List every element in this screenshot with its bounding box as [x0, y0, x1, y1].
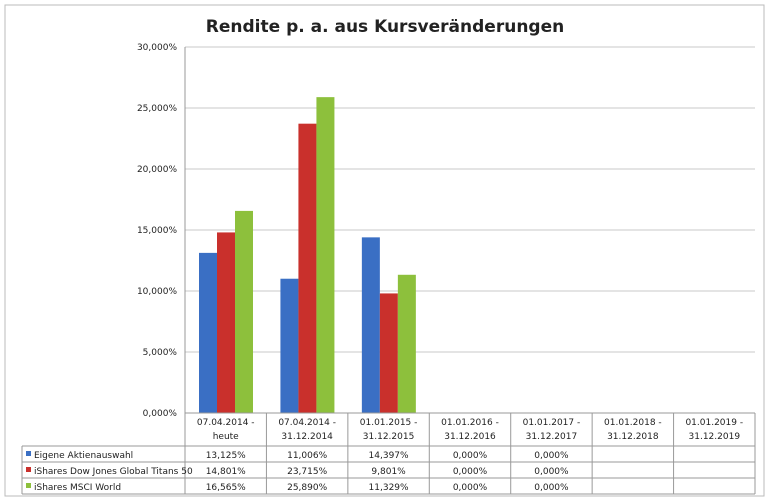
legend-label: Eigene Aktienauswahl [34, 451, 133, 461]
table-cell: 11,006% [287, 451, 327, 461]
legend-key [26, 483, 31, 488]
category-label: 31.12.2018 [607, 432, 659, 442]
y-tick-label: 15,000% [137, 226, 177, 236]
table-cell: 14,397% [369, 451, 409, 461]
category-label: 07.04.2014 - [278, 418, 336, 428]
category-label: 07.04.2014 - [197, 418, 255, 428]
table-cell: 14,801% [206, 467, 246, 477]
table-cell: 25,890% [287, 483, 327, 493]
table-cell: 0,000% [453, 467, 488, 477]
legend-key [26, 467, 31, 472]
bar [316, 97, 335, 413]
chart-border [4, 4, 765, 497]
table-cell: 11,329% [369, 483, 409, 493]
category-label: 31.12.2015 [363, 432, 415, 442]
category-label: 01.01.2016 - [441, 418, 499, 428]
bar [217, 232, 235, 413]
bar [199, 252, 217, 413]
y-tick-label: 0,000% [143, 409, 178, 419]
category-label: 01.01.2017 - [523, 418, 581, 428]
bar [397, 274, 416, 413]
table-cell: 23,715% [287, 467, 327, 477]
bar [379, 293, 398, 413]
y-tick-label: 20,000% [137, 165, 177, 175]
legend-label: iShares Dow Jones Global Titans 50 [34, 467, 193, 477]
table-cell: 16,565% [206, 483, 246, 493]
legend-key [26, 451, 31, 456]
table-cell: 0,000% [534, 483, 569, 493]
y-tick-label: 30,000% [137, 43, 177, 53]
category-label: 31.12.2014 [281, 432, 333, 442]
category-label: 01.01.2018 - [604, 418, 662, 428]
bar [280, 278, 299, 413]
table-cell: 0,000% [534, 467, 569, 477]
table-cell: 0,000% [453, 483, 488, 493]
category-label: 01.01.2015 - [360, 418, 418, 428]
y-tick-label: 10,000% [137, 287, 177, 297]
table-cell: 0,000% [453, 451, 488, 461]
y-tick-label: 25,000% [137, 104, 177, 114]
legend-label: iShares MSCI World [34, 483, 121, 493]
table-cell: 13,125% [206, 451, 246, 461]
bar [298, 123, 317, 413]
y-tick-label: 5,000% [143, 348, 178, 358]
chart-title: Rendite p. a. aus Kursveränderungen [206, 17, 564, 37]
table-cell: 9,801% [371, 467, 406, 477]
category-label: 31.12.2019 [689, 432, 741, 442]
bar [361, 237, 380, 413]
category-label: 01.01.2019 - [685, 418, 743, 428]
category-label: 31.12.2017 [526, 432, 578, 442]
category-label: 31.12.2016 [444, 432, 496, 442]
table-cell: 0,000% [534, 451, 569, 461]
category-label: heute [213, 432, 239, 442]
bar [235, 210, 253, 413]
